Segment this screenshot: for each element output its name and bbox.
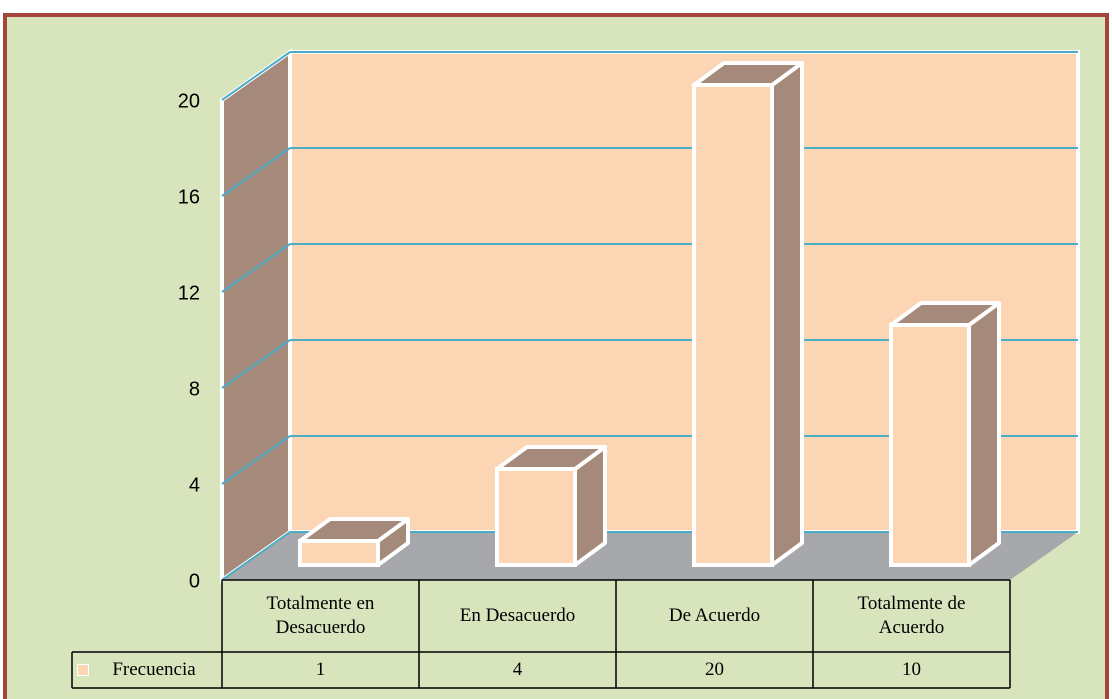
y-tick-label: 0 [189,570,200,592]
category-label: Totalmente de Acuerdo [857,593,966,638]
grid-line [221,147,291,197]
y-tick-label: 4 [189,474,200,496]
y-tick-label: 12 [178,282,200,304]
legend-key [77,664,89,676]
legend-label: Frecuencia [72,652,222,688]
table-value: 4 [512,659,523,680]
bar [889,323,971,567]
y-tick-label: 16 [178,186,200,208]
bar [298,539,380,567]
bar-side [770,61,804,567]
bar [495,467,577,567]
grid-line [221,243,291,293]
y-tick-label: 20 [178,90,200,112]
grid-line [221,435,291,485]
grid-line [221,51,291,101]
table-value: 20 [705,659,724,680]
bar-side [967,301,1001,567]
floor [222,532,1078,580]
category-label: Totalmente en Desacuerdo [266,593,375,638]
table-value: 10 [902,659,921,680]
category-label: De Acuerdo [668,605,761,626]
grid-line [221,531,291,581]
category-label: En Desacuerdo [459,605,576,626]
bar [692,83,774,567]
table-value: 1 [315,659,326,680]
y-tick-label: 8 [189,378,200,400]
grid-line [221,339,291,389]
side-wall [220,48,292,584]
